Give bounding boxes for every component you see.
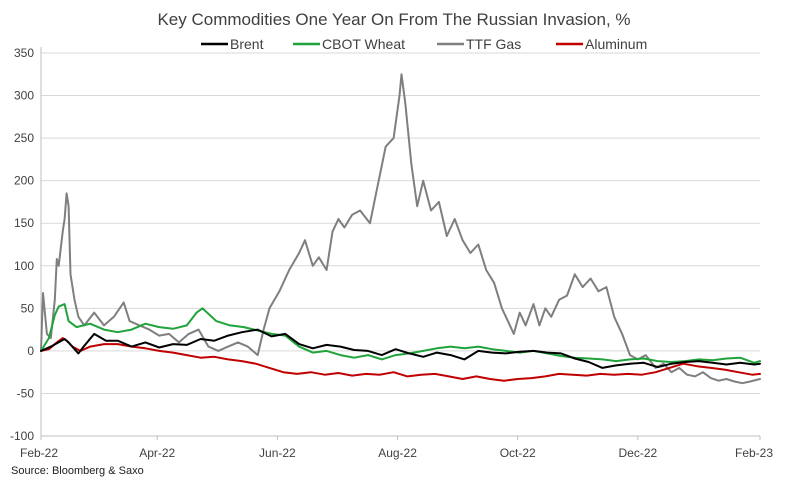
series-line-brent: [40, 328, 761, 369]
legend-label-aluminum: Aluminum: [585, 36, 647, 52]
x-tick-label: Feb-22: [20, 446, 58, 460]
series-line-ttf-gas: [40, 73, 761, 385]
x-axis: Feb-22 Apr-22 Jun-22 Aug-22 Oct-22 Dec-22 Feb-…: [20, 435, 773, 460]
y-axis: 350 300 250 200 150 100 50 0 -50 -100: [10, 46, 42, 443]
legend-label-brent: Brent: [230, 36, 264, 52]
source-note: Source: Bloomberg & Saxo: [11, 465, 144, 477]
legend: Brent CBOT Wheat TTF Gas Aluminum: [201, 36, 647, 52]
x-tick-label: Dec-22: [619, 446, 658, 460]
x-tick-label: Oct-22: [500, 446, 536, 460]
series-line-cbot-wheat: [40, 303, 761, 364]
y-tick-label: 100: [14, 259, 34, 273]
y-tick-label: -50: [17, 386, 35, 400]
x-tick-label: Apr-22: [139, 446, 175, 460]
legend-label-ttf-gas: TTF Gas: [466, 36, 521, 52]
y-tick-label: 0: [27, 344, 34, 358]
gridlines: [41, 52, 760, 437]
y-tick-label: 250: [14, 131, 34, 145]
legend-label-cbot-wheat: CBOT Wheat: [322, 36, 405, 52]
series-group: [40, 73, 761, 385]
series-line-aluminum: [40, 337, 761, 382]
x-tick-label: Aug-22: [378, 446, 417, 460]
y-tick-label: -100: [10, 429, 34, 443]
y-tick-label: 200: [14, 174, 34, 188]
x-tick-label: Jun-22: [259, 446, 296, 460]
x-tick-label: Feb-23: [735, 446, 773, 460]
y-tick-label: 350: [14, 46, 34, 60]
y-tick-label: 150: [14, 216, 34, 230]
chart-title: Key Commodities One Year On From The Rus…: [157, 10, 630, 29]
y-tick-label: 50: [21, 301, 35, 315]
y-tick-label: 300: [14, 89, 34, 103]
